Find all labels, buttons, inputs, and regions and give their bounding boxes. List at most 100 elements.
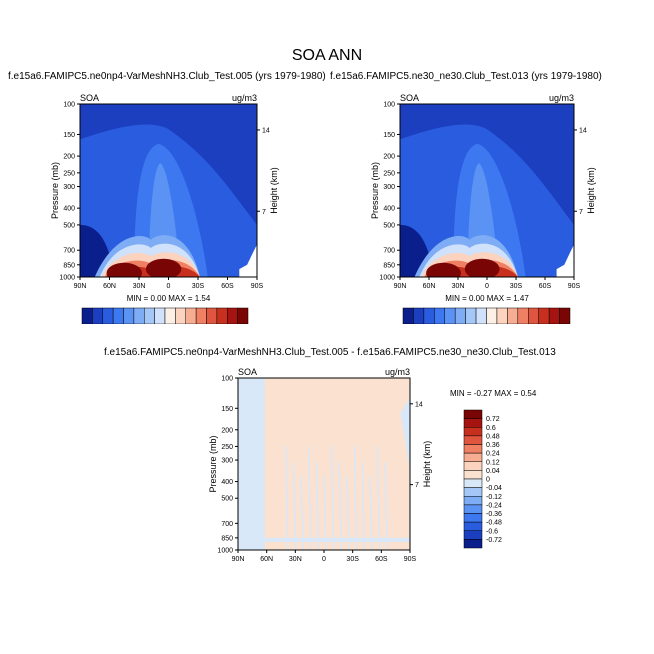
negative-streak	[369, 475, 373, 550]
x-tick-label: 60N	[423, 283, 436, 290]
variable-label: SOA	[238, 367, 257, 377]
y-tick-label: 500	[221, 496, 233, 503]
stats-label: MIN = 0.00 MAX = 1.54	[127, 294, 211, 303]
colorbar-label: 0.72	[486, 416, 500, 423]
y-tick-label: 1000	[217, 548, 233, 555]
colorbar-box	[463, 470, 483, 480]
x-tick-label: 30S	[510, 283, 523, 290]
y-tick-label: 300	[63, 184, 75, 191]
colorbar-box	[486, 307, 498, 324]
y-axis-title: Pressure (mb)	[208, 435, 218, 492]
y-tick-label: 400	[383, 206, 395, 213]
x-tick-label: 30S	[346, 556, 359, 563]
colorbar-box	[92, 307, 103, 324]
colorbar-box	[423, 307, 435, 324]
y-tick-label: 100	[63, 102, 75, 109]
x-tick-label: 30S	[192, 283, 205, 290]
colorbar-box	[195, 307, 207, 324]
panel1-plot: 90N 60N 30N 0 30S 60S 90S 100 150 200 250 300 400 500…	[50, 93, 279, 324]
y-tick-label: 250	[383, 170, 395, 177]
variable-label: SOA	[400, 93, 419, 103]
x-tick-label: 90N	[232, 556, 245, 563]
colorbar-box	[144, 307, 155, 324]
colorbar-box	[185, 307, 197, 324]
topography-mask	[239, 244, 257, 277]
panel1-title: f.e15a6.FAMIPC5.ne0np4-VarMeshNH3.Club_T…	[8, 71, 326, 82]
x-tick-label: 90N	[74, 283, 87, 290]
x-tick-label: 0	[485, 283, 489, 290]
colorbar-box	[112, 307, 124, 324]
hotspot	[106, 262, 142, 277]
figure-title: SOA ANN	[291, 47, 363, 64]
colorbar-box	[463, 496, 483, 506]
colorbar-label: 0.36	[486, 442, 500, 449]
colorbar-box	[102, 307, 114, 324]
x-tick-label: 30N	[289, 556, 302, 563]
y-tick-label: 500	[383, 222, 395, 229]
y-tick-label: 100	[221, 376, 233, 383]
colorbar-box	[164, 307, 176, 324]
colorbar-label: -0.72	[486, 537, 502, 544]
y-tick-label: 700	[63, 248, 75, 255]
colorbar-box	[465, 307, 477, 324]
colorbar-box	[463, 435, 483, 445]
y-tick-label: 850	[383, 262, 395, 269]
y2-axis-title: Height (km)	[422, 441, 432, 488]
colorbar-box	[538, 307, 550, 324]
negative-streak	[384, 462, 388, 550]
colorbar-box	[454, 307, 466, 324]
colorbar-box	[81, 307, 93, 324]
colorbar-box	[463, 521, 483, 531]
hotspot	[145, 258, 182, 277]
x-tick-label: 90S	[404, 556, 417, 563]
hotspot	[426, 262, 461, 277]
stats-label: MIN = 0.00 MAX = 1.47	[445, 294, 529, 303]
x-tick-label: 30N	[452, 283, 465, 290]
negative-streak	[376, 446, 381, 550]
colorbar-label: 0.04	[486, 468, 500, 475]
colorbar-label: -0.36	[486, 511, 502, 518]
negative-streak	[338, 462, 343, 550]
negative-streak	[300, 475, 304, 550]
colorbar-box	[463, 409, 483, 419]
colorbar-box	[413, 307, 425, 324]
x-tick-label: 90S	[251, 283, 264, 290]
y-tick-label: 200	[221, 427, 233, 434]
colorbar-box	[463, 461, 483, 471]
x-tick-label: 30N	[133, 283, 146, 290]
colorbar-box	[463, 487, 483, 497]
x-tick-label: 60S	[539, 283, 552, 290]
y-tick-label: 700	[221, 521, 233, 528]
negative-streak	[292, 462, 297, 550]
colorbar-box	[463, 478, 483, 488]
y2-tick-label: 14	[579, 127, 587, 134]
contour-field	[80, 104, 257, 277]
colorbar-box	[517, 307, 529, 324]
y-tick-label: 700	[383, 248, 395, 255]
negative-streak	[323, 475, 327, 550]
colorbar-box	[559, 307, 571, 324]
panel3-plot: 90N 60N 30N 0 30S 60S 90S 100 150 200 250 300 400 500…	[208, 367, 537, 563]
y-tick-label: 1000	[59, 275, 75, 282]
topography-mask	[556, 244, 574, 277]
panel3-title: f.e15a6.FAMIPC5.ne0np4-VarMeshNH3.Club_T…	[104, 347, 556, 358]
colorbar-box	[237, 307, 249, 324]
y-tick-label: 150	[221, 406, 233, 413]
colorbar-label: -0.6	[486, 528, 498, 535]
colorbar-label: -0.04	[486, 485, 502, 492]
y-tick-label: 250	[63, 170, 75, 177]
colorbar-box	[528, 307, 539, 324]
x-tick-label: 90S	[568, 283, 581, 290]
y2-tick-label: 7	[415, 482, 419, 489]
colorbar-label: -0.24	[486, 502, 502, 509]
y-tick-label: 850	[63, 262, 75, 269]
units-label: ug/m3	[232, 93, 257, 103]
colorbar-box	[154, 307, 166, 324]
colorbar-box	[123, 307, 135, 324]
negative-streak	[307, 446, 312, 550]
colorbar-box	[402, 307, 414, 324]
negative-streak	[315, 462, 320, 550]
x-tick-label: 0	[322, 556, 326, 563]
y2-axis-title: Height (km)	[269, 167, 279, 214]
y-tick-label: 300	[221, 458, 233, 465]
